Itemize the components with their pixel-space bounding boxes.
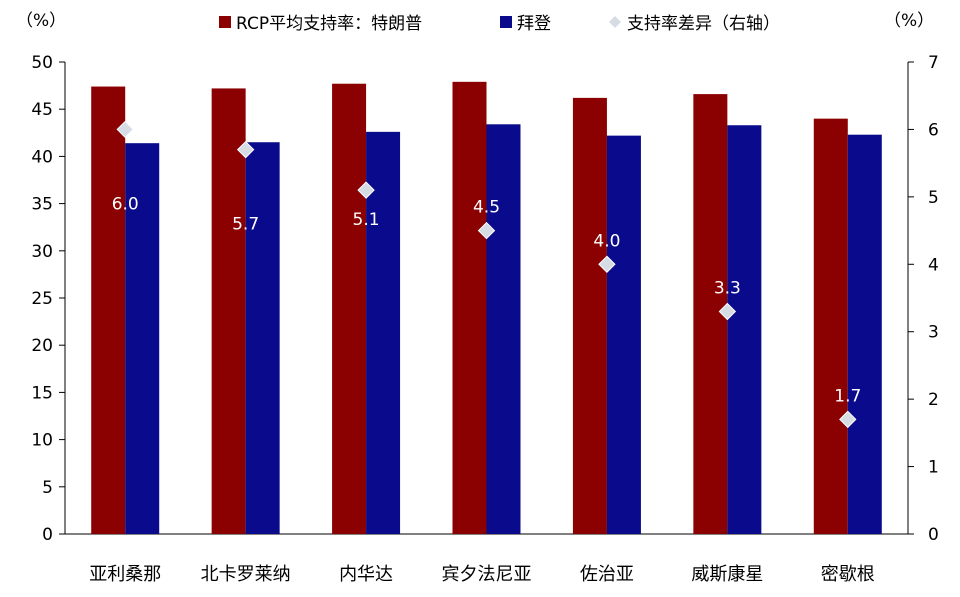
diff-data-label: 3.3 xyxy=(714,278,741,298)
left-tick-label: 5 xyxy=(42,478,53,498)
right-axis-unit: （%） xyxy=(884,11,934,31)
right-tick-label: 3 xyxy=(928,323,939,343)
left-axis: 0 5 10 15 20 25 30 35 40 45 50 xyxy=(31,53,908,545)
bar-biden xyxy=(245,142,280,535)
left-tick-label: 35 xyxy=(31,195,53,215)
bar-biden xyxy=(606,135,641,534)
legend-swatch-trump xyxy=(219,16,231,28)
bar-biden xyxy=(366,131,401,534)
bar-trump xyxy=(211,88,246,534)
diff-data-label: 5.1 xyxy=(353,210,380,230)
diff-markers: 6.0 5.7 5.1 4.5 4.0 3.3 1.7 xyxy=(112,120,861,429)
diff-marker xyxy=(116,120,134,139)
diff-data-label: 4.0 xyxy=(593,231,620,251)
right-tick-label: 2 xyxy=(928,390,939,410)
left-tick-label: 30 xyxy=(31,242,53,262)
right-tick-label: 5 xyxy=(928,188,939,208)
left-tick-label: 50 xyxy=(31,53,53,73)
x-category-label: 密歇根 xyxy=(821,564,875,585)
right-axis: 0 1 2 3 4 5 6 7 xyxy=(907,53,939,545)
x-category-label: 内华达 xyxy=(339,564,393,585)
x-category-label: 威斯康星 xyxy=(691,564,763,585)
bar-biden xyxy=(847,134,882,535)
legend-marker-diff xyxy=(609,16,621,28)
diff-marker xyxy=(236,140,255,159)
bar-trump xyxy=(813,118,848,534)
x-category-label: 佐治亚 xyxy=(580,564,634,585)
bar-trump xyxy=(332,83,367,534)
right-tick-label: 1 xyxy=(928,458,939,478)
bar-biden xyxy=(727,125,762,535)
right-tick-label: 6 xyxy=(928,120,939,140)
diff-marker xyxy=(357,181,375,199)
bars xyxy=(91,81,882,535)
right-tick-label: 4 xyxy=(928,255,939,275)
bar-trump xyxy=(572,97,607,534)
bar-trump xyxy=(452,81,487,534)
diff-data-label: 1.7 xyxy=(834,386,861,406)
left-tick-label: 40 xyxy=(31,147,53,167)
diff-marker xyxy=(839,410,857,429)
diff-marker xyxy=(718,302,737,321)
legend-label-trump: RCP平均支持率：特朗普 xyxy=(236,14,422,34)
bar-biden xyxy=(125,143,160,534)
diff-data-label: 6.0 xyxy=(112,194,139,214)
diff-data-label: 4.5 xyxy=(473,198,500,218)
diff-marker xyxy=(477,221,496,240)
x-axis-labels: 亚利桑那 北卡罗莱纳 内华达 宾夕法尼亚 佐治亚 威斯康星 密歇根 xyxy=(89,564,875,585)
x-category-label: 亚利桑那 xyxy=(89,564,161,585)
left-tick-label: 20 xyxy=(31,336,53,356)
x-category-label: 北卡罗莱纳 xyxy=(201,564,291,585)
right-tick-label: 7 xyxy=(928,53,939,73)
legend: RCP平均支持率：特朗普 拜登 支持率差异（右轴） xyxy=(219,14,780,34)
left-tick-label: 15 xyxy=(31,383,53,403)
bar-trump xyxy=(91,86,126,534)
x-category-label: 宾夕法尼亚 xyxy=(442,564,532,585)
right-tick-label: 0 xyxy=(928,525,939,545)
left-tick-label: 25 xyxy=(31,289,53,309)
diff-marker xyxy=(598,255,616,273)
left-tick-label: 10 xyxy=(31,431,53,451)
left-tick-label: 0 xyxy=(42,525,53,545)
left-tick-label: 45 xyxy=(31,100,53,120)
legend-swatch-biden xyxy=(500,16,512,28)
left-axis-unit: （%） xyxy=(16,11,66,31)
diff-data-label: 5.7 xyxy=(232,215,259,235)
legend-label-diff: 支持率差异（右轴） xyxy=(627,14,780,34)
bar-biden xyxy=(486,124,521,534)
legend-label-biden: 拜登 xyxy=(517,14,551,34)
